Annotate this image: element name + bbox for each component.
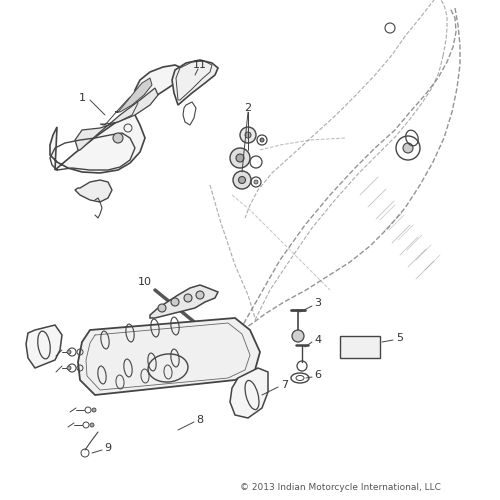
Polygon shape xyxy=(78,318,260,395)
Circle shape xyxy=(184,294,192,302)
Text: 8: 8 xyxy=(196,415,203,425)
Text: © 2013 Indian Motorcycle International, LLC: © 2013 Indian Motorcycle International, … xyxy=(240,484,440,492)
Text: 4: 4 xyxy=(314,335,322,345)
Polygon shape xyxy=(75,180,112,202)
Circle shape xyxy=(238,176,246,184)
Circle shape xyxy=(233,171,251,189)
Bar xyxy=(340,336,380,358)
Text: 5: 5 xyxy=(396,333,404,343)
Circle shape xyxy=(196,291,204,299)
Polygon shape xyxy=(172,60,218,105)
Text: 6: 6 xyxy=(314,370,322,380)
Text: 2: 2 xyxy=(244,103,252,113)
Text: 11: 11 xyxy=(193,60,207,70)
Circle shape xyxy=(230,148,250,168)
Circle shape xyxy=(90,423,94,427)
Text: 10: 10 xyxy=(138,277,152,287)
Polygon shape xyxy=(75,88,158,150)
Text: 1: 1 xyxy=(78,93,86,103)
Circle shape xyxy=(245,132,251,138)
Circle shape xyxy=(403,143,413,153)
Text: 9: 9 xyxy=(104,443,112,453)
Circle shape xyxy=(260,138,264,142)
Text: 7: 7 xyxy=(282,380,288,390)
Circle shape xyxy=(236,154,244,162)
Circle shape xyxy=(67,366,71,370)
Circle shape xyxy=(171,298,179,306)
Circle shape xyxy=(240,127,256,143)
Polygon shape xyxy=(50,65,185,173)
Polygon shape xyxy=(230,368,268,418)
Polygon shape xyxy=(115,78,152,112)
Circle shape xyxy=(67,350,71,354)
Text: 3: 3 xyxy=(314,298,322,308)
Circle shape xyxy=(292,330,304,342)
Circle shape xyxy=(92,408,96,412)
Circle shape xyxy=(158,304,166,312)
Polygon shape xyxy=(150,285,218,318)
Circle shape xyxy=(113,133,123,143)
Circle shape xyxy=(254,180,258,184)
Polygon shape xyxy=(26,325,62,368)
